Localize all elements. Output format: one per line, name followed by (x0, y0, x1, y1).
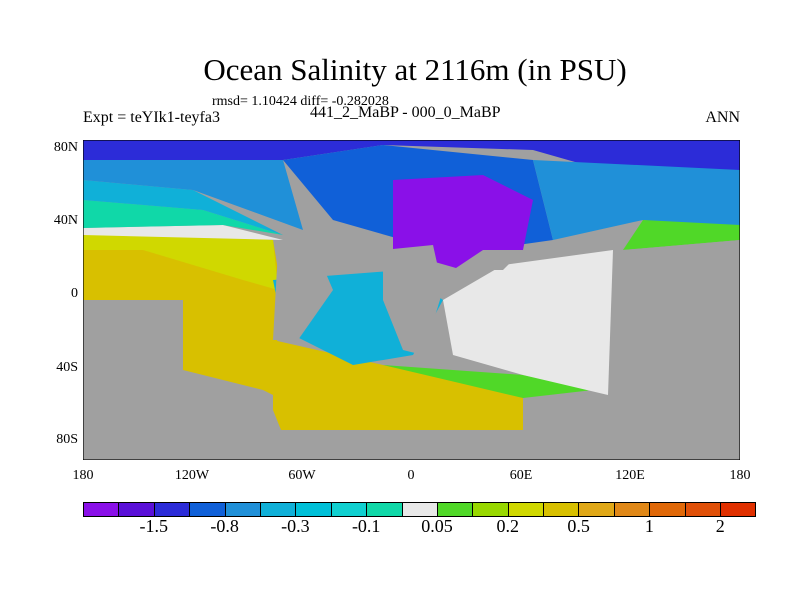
colorbar-label: 0.2 (496, 516, 520, 536)
colorbar (83, 502, 757, 517)
colorbar-box (614, 503, 651, 516)
southwest-land (83, 300, 183, 370)
land-australia (623, 240, 740, 400)
south-green (383, 365, 593, 398)
x-tick: 180 (72, 468, 94, 483)
colorbar-box (508, 503, 545, 516)
x-tick: 60W (288, 468, 316, 483)
y-tick: 80N (53, 140, 78, 155)
pacific-teal (83, 200, 283, 235)
colorbar-box (721, 503, 756, 516)
y-tick: 0 (71, 286, 78, 301)
y-tick: 40N (53, 213, 78, 228)
south-yellow (273, 340, 523, 440)
colorbar-label: -1.5 (139, 516, 169, 536)
colorbar-box (367, 503, 403, 516)
colorbar-box (685, 503, 722, 516)
colorbar-box (437, 503, 474, 516)
colorbar-label: -0.8 (210, 516, 239, 536)
x-tick: 120W (174, 468, 210, 483)
experiment-label: Expt = teYIk1-teyfa3 (83, 109, 220, 126)
colorbar-box (544, 503, 580, 516)
season-label: ANN (705, 109, 740, 126)
indian-white (443, 250, 613, 395)
y-tick: 80S (56, 432, 78, 447)
colorbar-box (579, 503, 615, 516)
salinity-map (83, 140, 740, 460)
colorbar-label: 0.05 (421, 516, 453, 536)
colorbar-label: 1 (644, 516, 654, 536)
x-tick: 120E (615, 468, 645, 483)
x-tick: 60E (509, 468, 533, 483)
colorbar-box (154, 503, 191, 516)
colorbar-box (296, 503, 332, 516)
pacific-yellowgreen (83, 230, 278, 290)
colorbar-box (84, 503, 120, 516)
x-tick: 0 (407, 468, 415, 483)
stats-text: rmsd= 1.10424 diff= -0.282028 (212, 94, 389, 109)
arctic-darkblue (83, 140, 740, 170)
colorbar-label: 2 (715, 516, 725, 536)
colorbar-label: -0.3 (281, 516, 310, 536)
pacific-white (83, 225, 283, 240)
y-tick: 40S (56, 360, 78, 375)
colorbar-box (260, 503, 297, 516)
colorbar-box (119, 503, 155, 516)
colorbar-box (650, 503, 686, 516)
x-tick: 180 (729, 468, 751, 483)
colorbar-box (331, 503, 368, 516)
plot-title: Ocean Salinity at 2116m (in PSU) (203, 52, 627, 87)
land-africa (383, 245, 443, 355)
colorbar-box (402, 503, 438, 516)
colorbar-label: 0.5 (567, 516, 590, 536)
pacific-cyan (83, 180, 283, 235)
land-north (453, 250, 523, 270)
northeast-blue (533, 160, 740, 240)
pacific-blue (83, 160, 303, 230)
antarctica (83, 430, 740, 460)
colorbar-box (225, 503, 261, 516)
land-americas (273, 250, 333, 340)
colorbar-box (190, 503, 226, 516)
colorbar-box (473, 503, 509, 516)
colorbar-label: -0.1 (351, 516, 381, 536)
subtitle: 441_2_MaBP - 000_0_MaBP (310, 104, 501, 121)
